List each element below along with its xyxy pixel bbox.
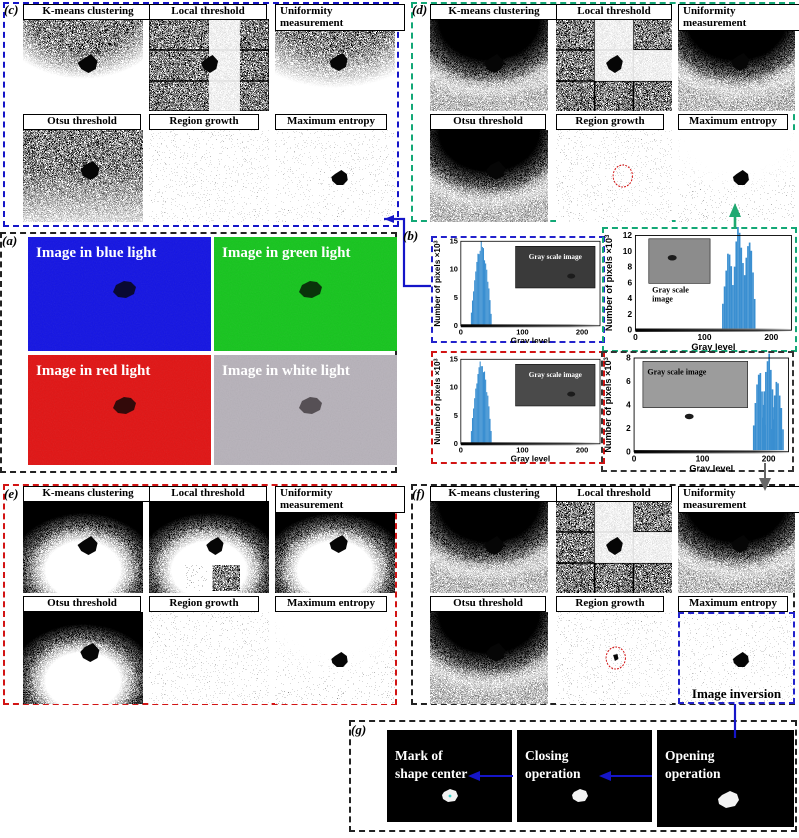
svg-text:200: 200 (576, 446, 588, 455)
svg-text:Gray scale image: Gray scale image (529, 371, 583, 379)
svg-text:shape center: shape center (395, 766, 467, 781)
svg-text:4: 4 (627, 293, 632, 303)
svg-text:Image in red light: Image in red light (36, 363, 150, 379)
svg-text:Gray scale image: Gray scale image (647, 368, 706, 377)
svg-text:0: 0 (632, 455, 637, 464)
svg-text:0: 0 (454, 439, 458, 448)
svg-text:operation: operation (525, 766, 581, 781)
svg-text:Mark of: Mark of (395, 748, 443, 763)
svg-text:Gray scale: Gray scale (652, 285, 689, 294)
svg-text:0: 0 (454, 321, 458, 330)
svg-text:Number of pixels ×103: Number of pixels ×103 (433, 358, 442, 444)
svg-text:8: 8 (626, 354, 631, 363)
svg-text:6: 6 (626, 377, 631, 386)
svg-text:10: 10 (450, 265, 458, 274)
svg-text:Number of pixels ×103: Number of pixels ×103 (604, 234, 614, 331)
svg-text:100: 100 (698, 332, 712, 342)
svg-text:Image in white light: Image in white light (222, 363, 350, 379)
svg-text:Image in blue light: Image in blue light (36, 245, 156, 261)
svg-text:Gray level: Gray level (511, 455, 550, 464)
svg-text:Opening: Opening (665, 748, 715, 763)
svg-text:5: 5 (454, 293, 458, 302)
svg-text:10: 10 (450, 383, 458, 392)
svg-text:Gray level: Gray level (511, 337, 550, 343)
svg-text:200: 200 (764, 332, 778, 342)
svg-text:12: 12 (623, 230, 633, 240)
svg-text:200: 200 (576, 328, 588, 337)
svg-text:10: 10 (623, 246, 633, 256)
svg-text:8: 8 (627, 262, 632, 272)
svg-text:Image in green light: Image in green light (222, 245, 350, 261)
svg-text:Gray level: Gray level (689, 464, 733, 472)
svg-text:5: 5 (454, 411, 458, 420)
svg-text:0: 0 (459, 446, 463, 455)
svg-text:200: 200 (762, 455, 776, 464)
svg-text:operation: operation (665, 766, 721, 781)
svg-text:4: 4 (626, 400, 631, 409)
svg-text:Number of pixels ×103: Number of pixels ×103 (603, 356, 613, 452)
svg-text:0: 0 (633, 332, 638, 342)
svg-text:100: 100 (516, 328, 528, 337)
svg-text:100: 100 (696, 455, 710, 464)
svg-text:15: 15 (450, 237, 458, 246)
svg-text:0: 0 (627, 325, 632, 335)
svg-text:image: image (652, 295, 673, 304)
svg-text:Number of pixels ×103: Number of pixels ×103 (433, 240, 442, 326)
svg-text:0: 0 (626, 447, 631, 456)
svg-text:6: 6 (627, 277, 632, 287)
svg-text:15: 15 (450, 355, 458, 364)
svg-text:2: 2 (626, 424, 631, 433)
svg-text:Gray scale image: Gray scale image (529, 253, 583, 261)
svg-text:2: 2 (627, 309, 632, 319)
svg-text:Closing: Closing (525, 748, 569, 763)
svg-text:0: 0 (459, 328, 463, 337)
svg-text:100: 100 (516, 446, 528, 455)
